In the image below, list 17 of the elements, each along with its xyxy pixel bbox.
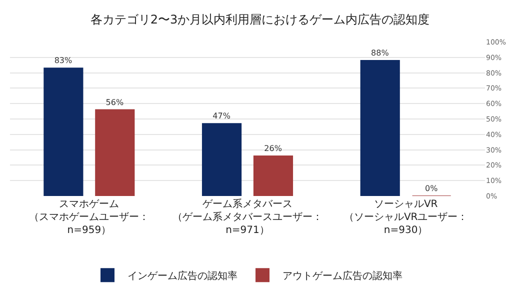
x-tick-label: ソーシャルVR（ソーシャルVRユーザー：n=930）: [344, 199, 468, 236]
bar: [44, 68, 84, 196]
data-label: 26%: [264, 144, 282, 153]
data-label: 56%: [106, 98, 124, 107]
data-label: 83%: [54, 56, 73, 66]
bar: [95, 109, 135, 196]
chart-title: 各カテゴリ2〜3か月以内利用層におけるゲーム内広告の認知度: [90, 12, 430, 26]
legend-label: アウトゲーム広告の認知率: [282, 270, 402, 282]
data-label: 88%: [371, 48, 390, 58]
data-label: 47%: [212, 112, 231, 121]
x-tick-label: スマホゲーム（スマホゲームユーザー：n=959）: [29, 199, 150, 236]
legend-label: インゲーム広告の認知率: [128, 270, 238, 282]
bar: [253, 155, 294, 196]
bar: [202, 123, 242, 196]
x-tick-label: ゲーム系メタバース（ゲーム系メタバースユーザー：n=971）: [172, 198, 322, 236]
bar: [360, 60, 400, 196]
data-label: 0%: [425, 184, 438, 193]
